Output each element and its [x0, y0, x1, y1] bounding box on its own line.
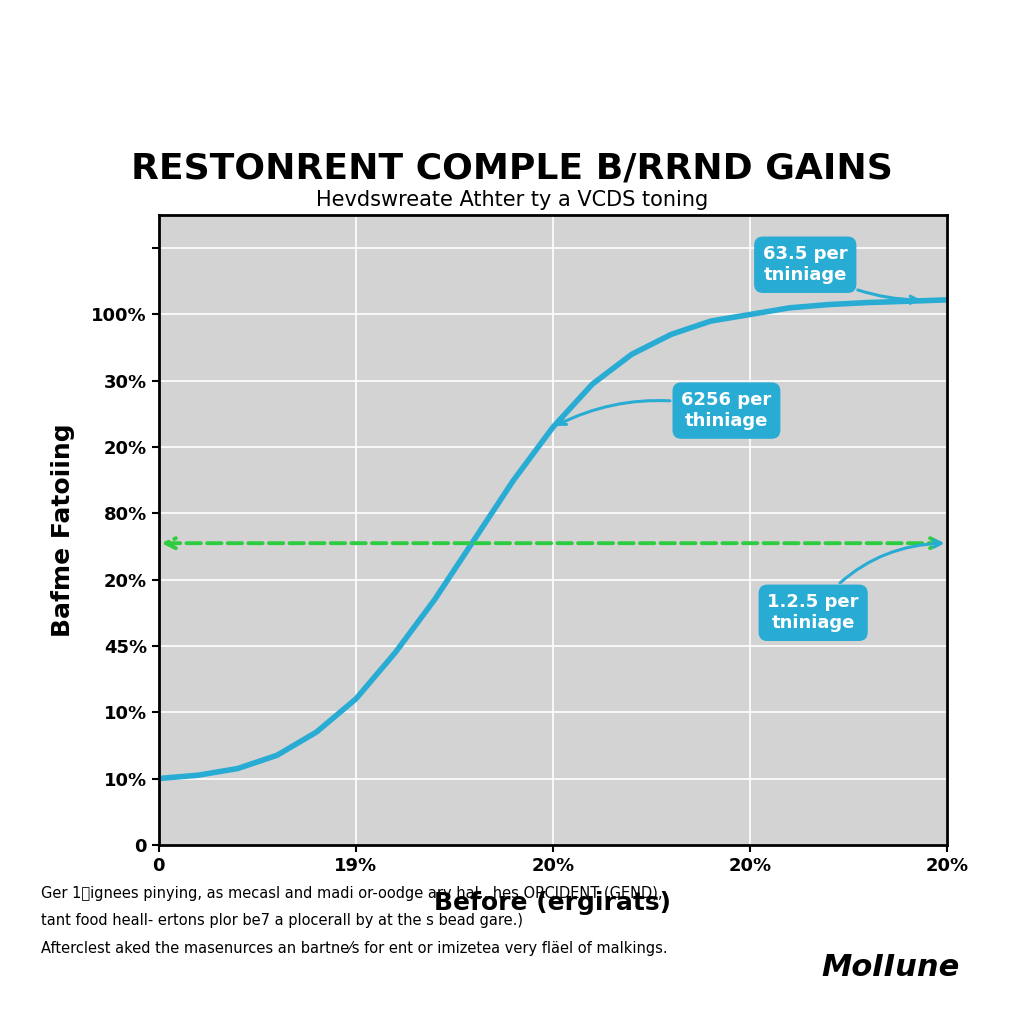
Text: Afterclest aked the masenurces an bartne⁄s for ent or imizetea very fläel of mal: Afterclest aked the masenurces an bartne… [41, 941, 668, 956]
Text: MoIIune: MoIIune [821, 953, 961, 982]
Text: RESTONRENT COMPLE B/RRND GAINS: RESTONRENT COMPLE B/RRND GAINS [131, 152, 893, 186]
Text: 1.2.5 per
tniniage: 1.2.5 per tniniage [767, 540, 941, 632]
Text: tant food heall- ertons plor be7 a plocerall by at the s bead gare.): tant food heall- ertons plor be7 a ploce… [41, 913, 523, 929]
Text: 63.5 per
tniniage: 63.5 per tniniage [763, 246, 918, 303]
Text: 6256 per
thiniage: 6256 per thiniage [558, 391, 771, 430]
X-axis label: Before (ergirats): Before (ergirats) [434, 891, 672, 915]
Y-axis label: Bafme Fatoiing: Bafme Fatoiing [50, 423, 75, 637]
Text: Hevdswreate Athter ty a VCDS toning: Hevdswreate Athter ty a VCDS toning [315, 189, 709, 210]
Text: Ger 1ⓘignees pinying, as mecasl and madi or-oodge ary hal., heş ORCIDENT (GEND),: Ger 1ⓘignees pinying, as mecasl and madi… [41, 886, 663, 901]
